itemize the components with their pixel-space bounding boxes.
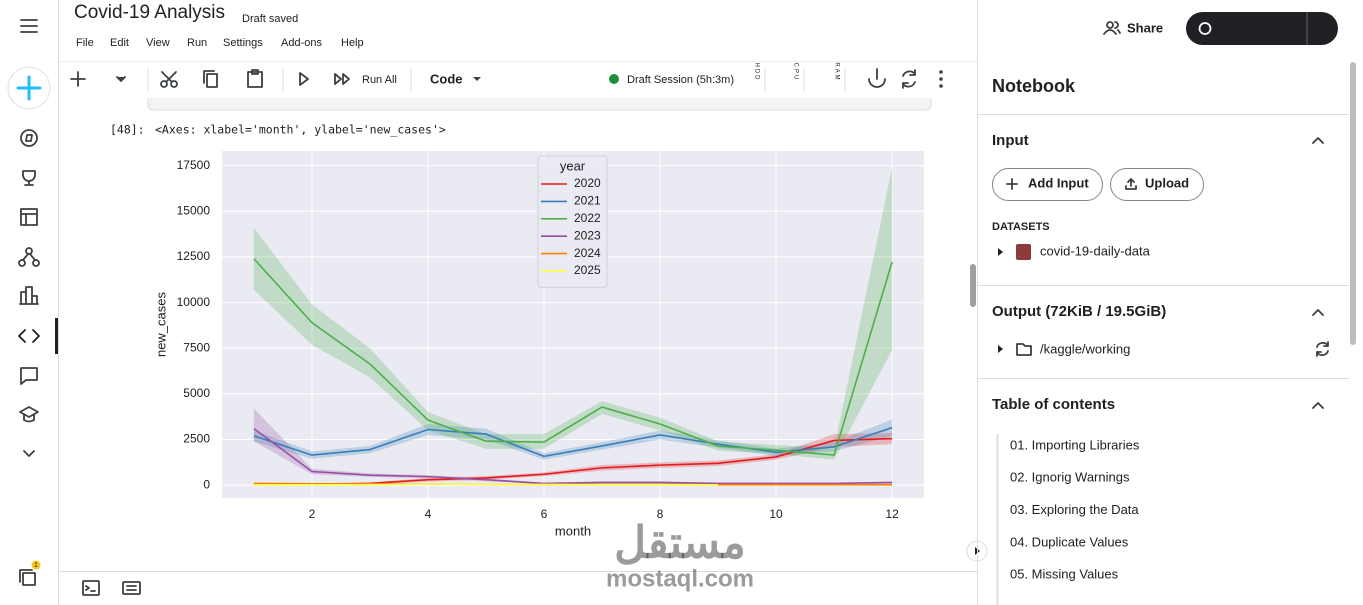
toc-title[interactable]: Table of contents <box>992 396 1115 413</box>
menu-item[interactable]: Edit <box>110 37 129 49</box>
x-tick-label: 2 <box>309 507 316 521</box>
output-text: <Axes: xlabel='month', ylabel='new_cases… <box>155 123 446 137</box>
x-axis-label: month <box>555 523 591 538</box>
notification-badge <box>31 560 41 570</box>
x-tick-label: 4 <box>425 507 432 521</box>
menu-item[interactable]: Settings <box>223 37 263 49</box>
output-title[interactable]: Output (72KiB / 19.5GiB) <box>992 303 1166 320</box>
toc-list: 01. Importing Libraries 02. Ignorig Warni… <box>1010 437 1140 581</box>
collapse-chevron[interactable] <box>1312 309 1324 316</box>
upload-button[interactable] <box>1110 168 1204 201</box>
meter-label: CPU <box>792 63 798 82</box>
y-tick-label: 5000 <box>183 386 210 400</box>
save-status: Draft saved <box>242 13 298 25</box>
legend-label: 2020 <box>574 176 601 190</box>
legend-label: 2023 <box>574 228 601 242</box>
output-prompt: [48]: <box>110 123 145 137</box>
session-status-dot <box>609 74 619 84</box>
dataset-icon <box>1016 244 1031 260</box>
run-all-button[interactable]: Run All <box>362 74 397 86</box>
save-version-button[interactable] <box>1186 12 1338 45</box>
save-version-label: Save Version <box>1220 20 1301 35</box>
menu-icon[interactable] <box>20 19 38 33</box>
share-button[interactable]: Share <box>1127 20 1163 35</box>
x-tick-label: 8 <box>657 507 664 521</box>
y-tick-label: 15000 <box>177 203 211 217</box>
nav-icons[interactable] <box>18 129 40 586</box>
menu-bar: File Edit View Run Settings Add-ons Help <box>76 37 364 49</box>
watermark-latin: mostaql.com <box>606 565 754 592</box>
active-indicator <box>55 318 58 354</box>
dataset-name[interactable]: covid-19-daily-data <box>1040 243 1151 258</box>
upload-label: Upload <box>1145 175 1189 190</box>
create-plus <box>16 75 42 101</box>
folder-icon <box>1016 343 1032 356</box>
collapse-chevron[interactable] <box>1312 402 1324 409</box>
badge-count: 1 <box>34 562 38 569</box>
x-tick-label: 6 <box>541 507 548 521</box>
y-tick-label: 0 <box>203 477 210 491</box>
y-axis-label: new_cases <box>153 291 168 357</box>
notebook-title[interactable]: Covid-19 Analysis <box>74 2 225 23</box>
add-input-label: Add Input <box>1028 175 1089 190</box>
toolbar-icons[interactable] <box>70 68 916 89</box>
refresh-output-icon[interactable] <box>1316 341 1329 357</box>
notebook-scrollbar[interactable] <box>970 264 976 307</box>
panel-title: Notebook <box>992 76 1076 96</box>
legend-label: 2024 <box>574 246 601 260</box>
meter-label: HDD <box>753 63 759 82</box>
y-tick-label: 10000 <box>177 295 211 309</box>
datasets-label: DATASETS <box>992 221 1050 233</box>
folder-name[interactable]: /kaggle/working <box>1040 341 1130 356</box>
legend-label: 2025 <box>574 263 601 277</box>
expand-caret[interactable] <box>998 345 1003 353</box>
add-input-button[interactable] <box>992 168 1103 201</box>
y-tick-label: 2500 <box>183 432 210 446</box>
confidence-band <box>253 433 893 486</box>
x-tick-label: 10 <box>769 507 783 521</box>
panel-scrollbar[interactable] <box>1350 62 1356 345</box>
toc-item[interactable]: 03. Exploring the Data <box>1010 502 1139 517</box>
legend-label: 2022 <box>574 211 601 225</box>
toc-item[interactable]: 02. Ignorig Warnings <box>1010 470 1130 485</box>
more-icon[interactable] <box>939 70 943 88</box>
series-line <box>253 258 893 456</box>
meter-label: RAM <box>833 62 839 81</box>
watermark-arabic: مستقل <box>614 519 746 568</box>
share-icon <box>1103 21 1121 35</box>
upload-icon <box>1125 178 1137 190</box>
legend-box <box>537 155 608 288</box>
series-line <box>253 427 893 485</box>
save-icon <box>1198 22 1212 35</box>
legend-title: year <box>560 158 586 173</box>
y-tick-label: 7500 <box>183 340 210 354</box>
cell-type-select[interactable]: Code <box>430 71 463 86</box>
toc-item[interactable]: 05. Missing Values <box>1010 567 1119 582</box>
menu-item[interactable]: Run <box>187 37 207 49</box>
console-icons[interactable] <box>82 580 141 596</box>
expand-caret[interactable] <box>998 248 1003 256</box>
confidence-band <box>253 419 893 460</box>
session-label[interactable]: Draft Session (5h:3m) <box>627 74 734 86</box>
x-tick-label: 12 <box>885 507 899 521</box>
menu-item[interactable]: View <box>146 37 170 49</box>
toc-item[interactable]: 04. Duplicate Values <box>1010 534 1129 549</box>
chart: 0 2500 5000 7500 10000 12500 15000 17500 2 4 6 8 10 1… <box>153 151 924 538</box>
cell-type-caret <box>473 77 481 81</box>
input-title[interactable]: Input <box>992 132 1029 149</box>
series-line <box>253 483 719 486</box>
menu-item[interactable]: File <box>76 37 94 49</box>
resource-meters: HDD CPU RAM <box>753 62 846 91</box>
legend-label: 2021 <box>574 194 601 208</box>
collapse-chevron[interactable] <box>1312 137 1324 144</box>
y-tick-label: 17500 <box>177 158 211 172</box>
save-count[interactable]: 1 <box>1317 20 1324 35</box>
toc-item[interactable]: 01. Importing Libraries <box>1010 437 1140 452</box>
add-icon <box>1006 178 1018 190</box>
y-tick-label: 12500 <box>177 249 211 263</box>
menu-item[interactable]: Add-ons <box>281 37 322 49</box>
menu-item[interactable]: Help <box>341 37 364 49</box>
previous-cell <box>147 98 932 111</box>
